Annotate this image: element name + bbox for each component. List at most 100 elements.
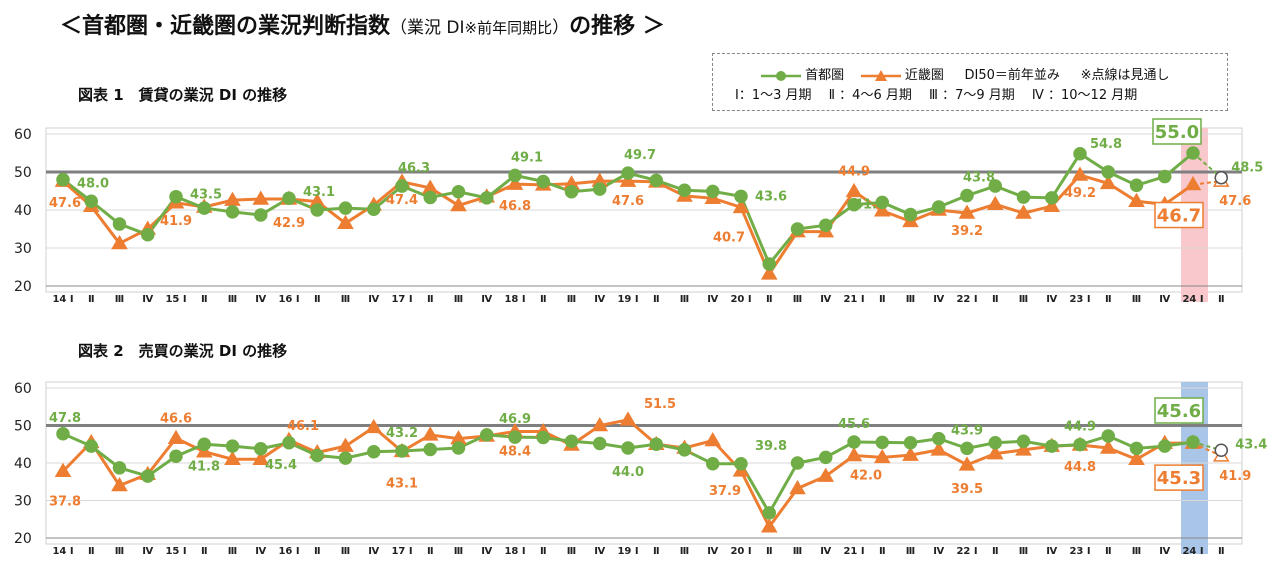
- kinki-point: [1128, 450, 1145, 465]
- shutoken-point: [932, 431, 946, 446]
- shutoken-point: [1158, 169, 1172, 184]
- x-tick-label: Ⅲ: [228, 294, 237, 305]
- shutoken-point: [112, 461, 127, 475]
- x-tick-label: Ⅳ: [1159, 294, 1170, 305]
- data-label: 51.5: [644, 397, 676, 412]
- shutoken-point: [1214, 443, 1228, 457]
- legend-marker-shutoken: [761, 70, 801, 81]
- shutoken-point: [819, 450, 833, 465]
- kinki-point: [1043, 197, 1061, 212]
- x-tick-label: Ⅳ: [1046, 546, 1057, 557]
- kinki-point: [1099, 439, 1117, 454]
- kinki-point: [845, 447, 863, 462]
- shutoken-point: [1129, 178, 1144, 193]
- shutoken-point: [1186, 146, 1200, 160]
- shutoken-point: [225, 205, 240, 219]
- x-tick-label: Ⅱ: [1105, 546, 1112, 557]
- data-label: 47.8: [49, 411, 81, 426]
- x-tick-label: 14 Ⅰ: [52, 294, 73, 305]
- kinki-point: [986, 445, 1004, 460]
- legend-marker-kinki: [860, 69, 901, 81]
- shutoken-point: [367, 202, 381, 216]
- forecast-line-kinki: [1192, 442, 1222, 457]
- title-note: ※前年同期比: [464, 19, 553, 37]
- shutoken-point: [1101, 429, 1115, 443]
- data-label: 41.4: [854, 198, 886, 213]
- y-tick-label: 40: [14, 203, 32, 219]
- shutoken-point: [564, 434, 579, 448]
- x-tick-label: Ⅱ: [540, 294, 547, 305]
- x-tick-label: Ⅱ: [88, 294, 95, 305]
- shutoken-point: [649, 173, 663, 188]
- x-tick-label: Ⅲ: [567, 546, 576, 557]
- shutoken-point: [875, 195, 889, 210]
- x-tick-label: 16 Ⅰ: [278, 546, 299, 557]
- chart1-title: 図表 1 賃貸の業況 DI の推移: [78, 86, 288, 104]
- shutoken-point: [875, 435, 889, 450]
- data-label: 43.6: [755, 189, 787, 204]
- kinki-point: [1184, 176, 1202, 191]
- kinki-point: [337, 437, 354, 452]
- x-tick-label: 20 Ⅰ: [730, 294, 751, 305]
- kinki-point: [421, 426, 439, 441]
- kinki-point: [450, 196, 467, 212]
- data-label: 46.8: [499, 199, 531, 214]
- chart2-title: 図表 2 売買の業況 DI の推移: [78, 342, 288, 360]
- shutoken-point: [451, 185, 466, 199]
- shutoken-point: [1073, 147, 1087, 161]
- legend-series-row: 首都圏 近畿圏 DI50＝前年並み ※点線は見通し: [761, 64, 1169, 83]
- kinki-point: [591, 417, 609, 432]
- x-tick-label: 22 Ⅰ: [956, 294, 977, 305]
- x-tick-label: Ⅲ: [1132, 294, 1141, 305]
- data-label: 45.3: [1157, 468, 1201, 489]
- kinki-point: [1128, 192, 1145, 208]
- x-tick-label: 21 Ⅰ: [843, 546, 864, 557]
- x-tick-label: Ⅱ: [766, 546, 773, 557]
- x-tick-label: Ⅲ: [341, 294, 350, 305]
- shutoken-point: [197, 437, 211, 451]
- kinki-point: [986, 195, 1004, 211]
- x-tick-label: Ⅱ: [992, 546, 999, 557]
- legend-baseline: DI50＝前年並み: [964, 68, 1060, 83]
- x-tick-label: Ⅳ: [255, 294, 266, 305]
- data-label-box: [1154, 397, 1204, 424]
- x-tick-label: Ⅳ: [707, 546, 718, 557]
- data-label: 43.1: [386, 476, 418, 491]
- shutoken-point: [790, 222, 805, 236]
- shutoken-point: [141, 227, 155, 242]
- kinki-point: [1015, 204, 1032, 219]
- x-tick-label: Ⅱ: [201, 546, 208, 557]
- shutoken-point: [649, 437, 663, 451]
- shutoken-point: [621, 441, 635, 455]
- y-tick-label: 30: [14, 241, 32, 257]
- shutoken-point: [480, 191, 494, 205]
- legend-quarters: Ⅰ：1～3 月期 Ⅱ ：4～6 月期 Ⅲ ：7～9 月期 Ⅳ ：10～12 月期: [735, 88, 1138, 103]
- x-tick-label: 20 Ⅰ: [730, 546, 751, 557]
- data-label: 47.6: [612, 194, 644, 209]
- shutoken-point: [1158, 439, 1172, 453]
- x-tick-label: Ⅲ: [228, 546, 237, 557]
- x-tick-label: Ⅱ: [314, 294, 321, 305]
- shutoken-point: [423, 190, 437, 205]
- data-label: 43.5: [190, 188, 222, 203]
- x-tick-label: 24 Ⅰ: [1182, 546, 1203, 557]
- shutoken-point: [762, 506, 776, 520]
- shutoken-point: [395, 444, 409, 458]
- shutoken-point: [84, 194, 98, 209]
- x-tick-label: Ⅱ: [992, 294, 999, 305]
- x-tick-label: Ⅳ: [368, 546, 379, 557]
- shutoken-point: [706, 184, 720, 199]
- x-tick-label: 21 Ⅰ: [843, 294, 864, 305]
- data-label: 48.0: [77, 177, 109, 192]
- data-label: 46.3: [398, 161, 430, 176]
- kinki-point: [224, 450, 241, 465]
- data-label: 45.6: [1157, 401, 1201, 422]
- x-tick-label: Ⅳ: [142, 546, 153, 557]
- shutoken-point: [197, 201, 211, 215]
- shutoken-point: [282, 191, 296, 205]
- shutoken-point: [282, 436, 296, 450]
- x-tick-label: Ⅱ: [427, 294, 434, 305]
- shutoken-point: [169, 189, 183, 204]
- shutoken-point: [225, 439, 240, 453]
- x-tick-label: Ⅲ: [115, 294, 124, 305]
